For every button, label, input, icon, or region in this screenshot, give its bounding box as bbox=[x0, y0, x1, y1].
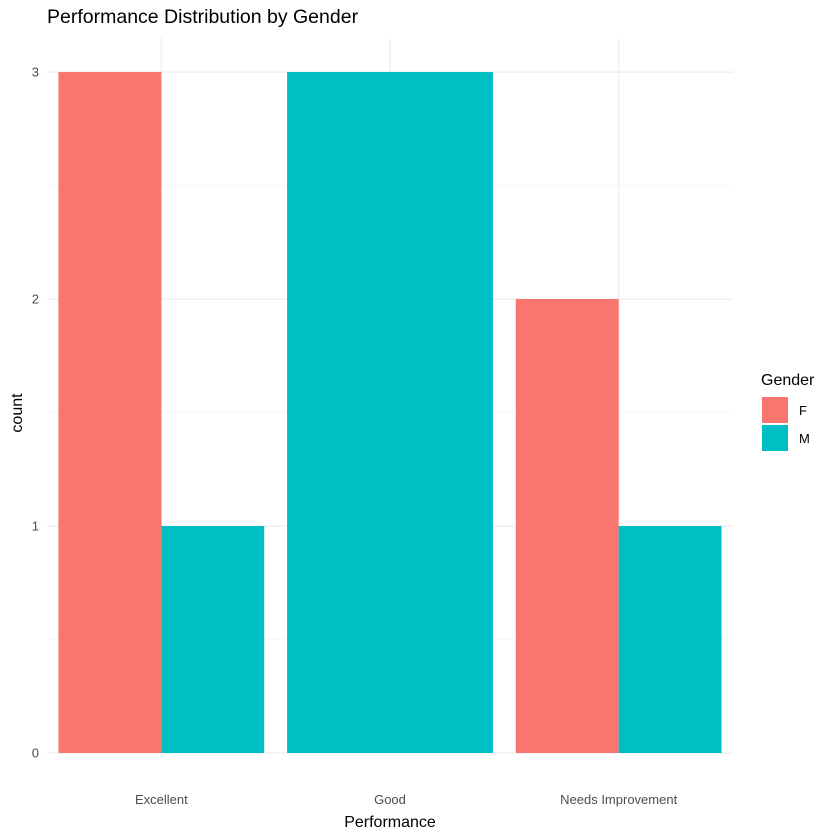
x-tick-label: Good bbox=[374, 792, 406, 807]
legend-key-f bbox=[762, 397, 788, 423]
x-tick-label: Excellent bbox=[135, 792, 188, 807]
legend: Gender FM bbox=[761, 372, 815, 451]
x-axis-title: Performance bbox=[344, 814, 436, 831]
chart-title: Performance Distribution by Gender bbox=[47, 6, 359, 28]
bar-needs-improvement-m bbox=[618, 526, 722, 753]
legend-key-m bbox=[762, 425, 788, 451]
bar-good-m bbox=[287, 72, 493, 754]
y-tick-label: 1 bbox=[32, 519, 39, 534]
legend-title: Gender bbox=[761, 372, 815, 389]
y-tick-label: 3 bbox=[32, 65, 39, 80]
x-axis-tick-labels: Excellent Good Needs Improvement bbox=[135, 792, 678, 807]
legend-items: FM bbox=[762, 397, 810, 451]
legend-label-m: M bbox=[799, 431, 810, 446]
y-tick-label: 2 bbox=[32, 292, 39, 307]
legend-label-f: F bbox=[799, 403, 807, 418]
bars bbox=[58, 72, 722, 754]
x-tick-label: Needs Improvement bbox=[560, 792, 677, 807]
bar-excellent-m bbox=[161, 526, 265, 753]
bar-needs-improvement-f bbox=[515, 299, 619, 753]
y-axis-tick-labels: 0 1 2 3 bbox=[32, 65, 39, 761]
y-tick-label: 0 bbox=[32, 746, 39, 761]
y-axis-title: count bbox=[9, 393, 26, 433]
bar-excellent-f bbox=[58, 72, 162, 754]
